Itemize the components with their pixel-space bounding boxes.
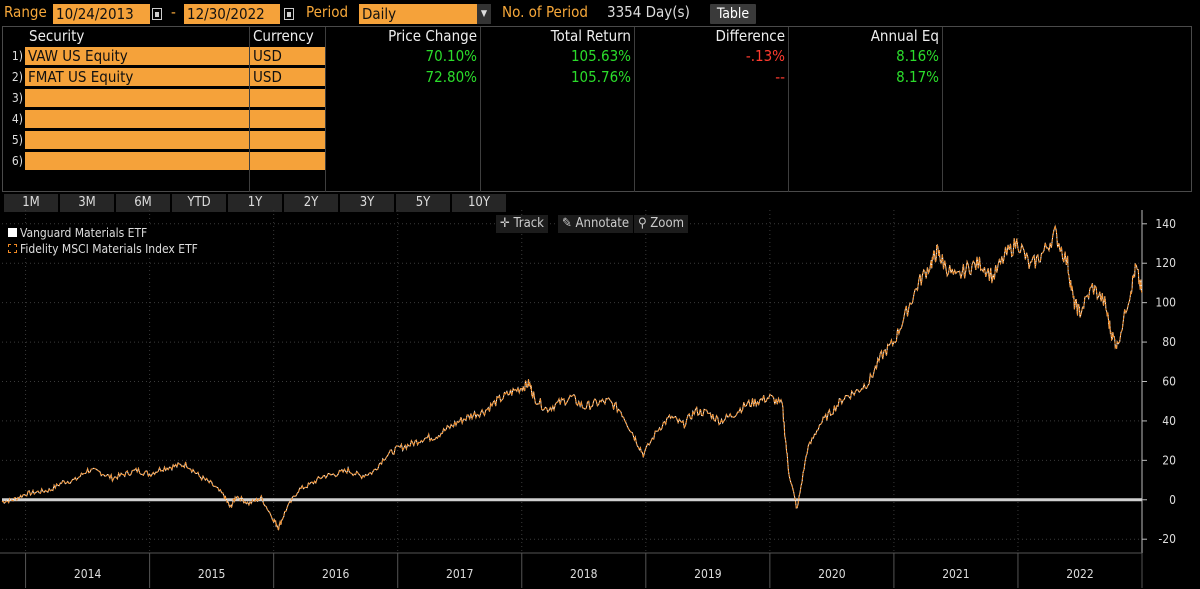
- annual-eq-value: 8.16%: [896, 47, 939, 65]
- security-input[interactable]: [25, 131, 249, 150]
- period-button-1m[interactable]: 1M: [4, 194, 58, 212]
- currency-input[interactable]: USD: [250, 47, 325, 66]
- col-header-security: Security: [29, 27, 85, 45]
- col-header-currency: Currency: [253, 27, 314, 45]
- legend-item-fmat[interactable]: Fidelity MSCI Materials Index ETF: [6, 241, 198, 257]
- row-number: 5): [11, 133, 23, 147]
- annotate-label: Annotate: [575, 216, 630, 231]
- chevron-down-icon[interactable]: ▼: [477, 4, 491, 24]
- x-tick-label: 2016: [322, 567, 350, 581]
- price-change-value: 70.10%: [425, 47, 477, 65]
- x-tick-label: 2020: [818, 567, 846, 581]
- legend-item-vaw[interactable]: Vanguard Materials ETF: [6, 225, 198, 241]
- currency-input[interactable]: USD: [250, 68, 325, 87]
- price-change-value: 72.80%: [425, 68, 477, 86]
- period-button-2y[interactable]: 2Y: [284, 194, 338, 212]
- magnifier-icon: ⚲: [638, 216, 647, 231]
- crosshair-icon: ✛: [500, 216, 510, 231]
- pencil-icon: ✎: [562, 216, 572, 231]
- zoom-label: Zoom: [650, 216, 685, 231]
- period-button-10y[interactable]: 10Y: [452, 194, 506, 212]
- range-label: Range: [4, 3, 47, 21]
- legend-label: Vanguard Materials ETF: [20, 226, 148, 240]
- col-header-annual-eq[interactable]: Annual Eq: [870, 27, 939, 45]
- period-label: Period: [306, 3, 349, 21]
- y-tick-label: 80: [1162, 335, 1176, 349]
- x-tick-label: 2021: [942, 567, 969, 581]
- legend-swatch: [8, 228, 17, 237]
- y-tick-label: 120: [1155, 256, 1176, 270]
- annual-eq-value: 8.17%: [896, 68, 939, 86]
- y-tick-label: 40: [1162, 414, 1176, 428]
- x-tick-label: 2017: [446, 567, 473, 581]
- col-header-total-return[interactable]: Total Return: [550, 27, 631, 45]
- difference-value: -.13%: [745, 47, 785, 65]
- total-return-value: 105.76%: [570, 68, 631, 86]
- track-label: Track: [513, 216, 544, 231]
- currency-input[interactable]: [250, 110, 325, 129]
- col-header-price-change[interactable]: Price Change: [388, 27, 477, 45]
- currency-input[interactable]: [250, 152, 325, 171]
- x-tick-label: 2014: [74, 567, 102, 581]
- x-tick-label: 2019: [694, 567, 722, 581]
- chart-legend: Vanguard Materials ETF Fidelity MSCI Mat…: [6, 225, 198, 257]
- currency-input[interactable]: [250, 89, 325, 108]
- track-button[interactable]: ✛ Track: [496, 215, 548, 233]
- row-number: 1): [11, 49, 23, 63]
- security-input[interactable]: FMAT US Equity: [25, 68, 249, 87]
- x-axis: 2014 2015 2016 2017 2018 2019 2020 2021 2022: [0, 552, 1143, 588]
- security-input[interactable]: VAW US Equity: [25, 47, 249, 66]
- x-tick-label: 2015: [198, 567, 225, 581]
- range-toolbar: Range 10/24/2013 - 12/30/2022 Period Dai…: [0, 0, 1200, 26]
- y-tick-label: 20: [1162, 453, 1176, 467]
- chart-grid: [2, 210, 1143, 553]
- y-tick-label: -20: [1158, 532, 1176, 546]
- num-period-label: No. of Period: [502, 3, 588, 21]
- x-tick-label: 2022: [1066, 567, 1093, 581]
- zoom-button[interactable]: ⚲ Zoom: [634, 215, 689, 233]
- difference-value: --: [775, 68, 785, 86]
- security-input[interactable]: [25, 89, 249, 108]
- legend-swatch: [8, 244, 17, 253]
- x-tick-label: 2018: [570, 567, 598, 581]
- period-button-1y[interactable]: 1Y: [228, 194, 282, 212]
- annotate-button[interactable]: ✎ Annotate: [558, 215, 634, 233]
- end-date-field[interactable]: 12/30/2022: [184, 4, 280, 24]
- legend-label: Fidelity MSCI Materials Index ETF: [20, 242, 198, 256]
- y-axis: 140 120 100 80 60 40 20 0 -20: [1141, 210, 1176, 563]
- security-input[interactable]: [25, 110, 249, 129]
- num-period-value: 3354 Day(s): [607, 3, 690, 21]
- col-header-difference[interactable]: Difference: [715, 27, 785, 45]
- end-date-calendar-icon[interactable]: [284, 8, 294, 20]
- start-date-field[interactable]: 10/24/2013: [53, 4, 150, 24]
- total-return-value: 105.63%: [570, 47, 631, 65]
- chart-series: [1, 224, 1143, 531]
- securities-table: Security Currency Price Change Total Ret…: [2, 26, 1192, 192]
- series-line-fmat: [1, 224, 1143, 531]
- start-date-calendar-icon[interactable]: [152, 8, 162, 20]
- row-number: 4): [11, 112, 23, 126]
- row-number: 2): [11, 70, 23, 84]
- range-dash: -: [171, 3, 176, 21]
- table-button[interactable]: Table: [710, 4, 756, 24]
- y-tick-label: 100: [1155, 296, 1176, 310]
- security-input[interactable]: [25, 152, 249, 171]
- period-button-ytd[interactable]: YTD: [172, 194, 226, 212]
- period-button-3m[interactable]: 3M: [60, 194, 114, 212]
- currency-input[interactable]: [250, 131, 325, 150]
- period-button-3y[interactable]: 3Y: [340, 194, 394, 212]
- row-number: 6): [11, 154, 23, 168]
- y-tick-label: 0: [1169, 493, 1176, 507]
- y-tick-label: 140: [1155, 217, 1176, 231]
- period-button-5y[interactable]: 5Y: [396, 194, 450, 212]
- y-tick-label: 60: [1162, 375, 1176, 389]
- period-select[interactable]: Daily: [359, 4, 477, 24]
- row-number: 3): [11, 91, 23, 105]
- period-button-6m[interactable]: 6M: [116, 194, 170, 212]
